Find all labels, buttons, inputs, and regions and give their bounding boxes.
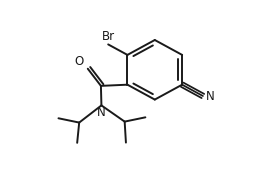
Text: Br: Br [102, 30, 115, 42]
Text: N: N [97, 106, 106, 119]
Text: N: N [206, 89, 215, 103]
Text: O: O [75, 55, 84, 68]
